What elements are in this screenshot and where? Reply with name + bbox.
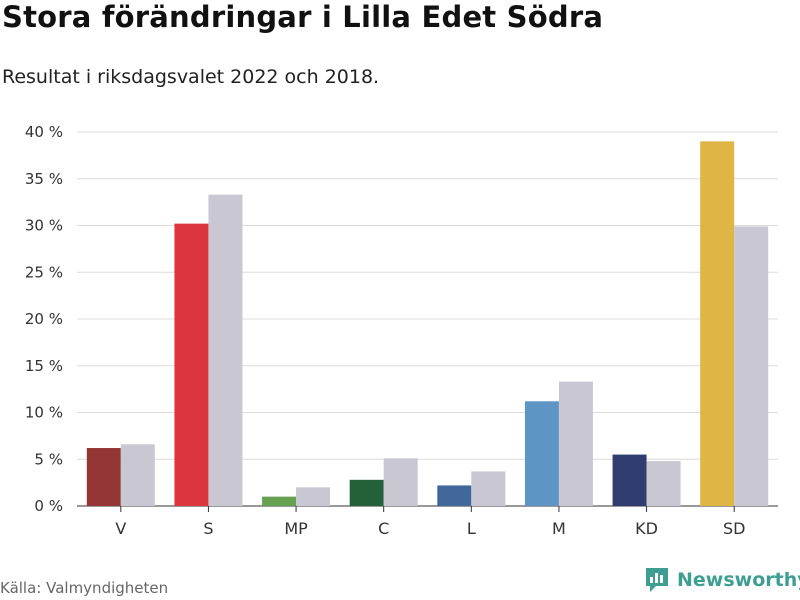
chart-subtitle: Resultat i riksdagsvalet 2022 och 2018. bbox=[2, 66, 380, 88]
x-tick-label: S bbox=[203, 519, 213, 538]
bar-2022-v bbox=[86, 448, 121, 506]
brand-name: Newsworthy bbox=[677, 569, 800, 591]
chart-title: Stora förändringar i Lilla Edet Södra bbox=[2, 0, 604, 34]
x-tick-label: SD bbox=[723, 519, 745, 538]
x-tick-label: MP bbox=[284, 519, 308, 538]
bar-2022-mp bbox=[262, 496, 297, 506]
y-tick-label: 10 % bbox=[25, 404, 63, 422]
source-note: Källa: Valmyndigheten bbox=[0, 579, 169, 597]
bar-2018-l bbox=[471, 471, 506, 506]
bar-2022-c bbox=[349, 479, 384, 506]
y-tick-label: 35 % bbox=[25, 170, 63, 188]
bar-2018-mp bbox=[296, 487, 331, 506]
bar-2018-c bbox=[383, 458, 418, 506]
bar-2022-sd bbox=[700, 141, 735, 506]
bar-2018-sd bbox=[734, 226, 769, 506]
y-tick-label: 0 % bbox=[34, 497, 63, 515]
bar-2018-s bbox=[208, 194, 243, 506]
y-tick-labels: 0 % 5 % 10 % 15 % 20 % 25 % 30 % 35 % 40 % bbox=[25, 123, 63, 515]
y-tick-label: 40 % bbox=[25, 123, 63, 141]
x-tick-label: M bbox=[552, 519, 566, 538]
bar-2022-m bbox=[524, 401, 559, 506]
bar-2018-v bbox=[120, 444, 155, 506]
x-tick-label: V bbox=[115, 519, 126, 538]
newsworthy-logo: Newsworthy bbox=[644, 566, 800, 594]
bar-2018-m bbox=[558, 381, 593, 506]
bars bbox=[86, 141, 769, 506]
bar-2022-l bbox=[437, 485, 472, 506]
y-tick-label: 25 % bbox=[25, 263, 63, 281]
x-tick-label: KD bbox=[635, 519, 658, 538]
x-tick-label: C bbox=[378, 519, 389, 538]
newsworthy-logo-icon bbox=[646, 568, 668, 592]
y-tick-label: 20 % bbox=[25, 310, 63, 328]
y-tick-label: 5 % bbox=[34, 450, 63, 468]
bar-2022-s bbox=[174, 223, 209, 506]
bar-2018-kd bbox=[646, 461, 681, 506]
x-tick-label: L bbox=[467, 519, 476, 538]
y-tick-label: 30 % bbox=[25, 217, 63, 235]
bar-2022-kd bbox=[612, 454, 647, 506]
y-tick-label: 15 % bbox=[25, 357, 63, 375]
x-tick-labels: V S MP C L M KD SD bbox=[115, 519, 745, 538]
x-tick-marks bbox=[120, 506, 735, 512]
